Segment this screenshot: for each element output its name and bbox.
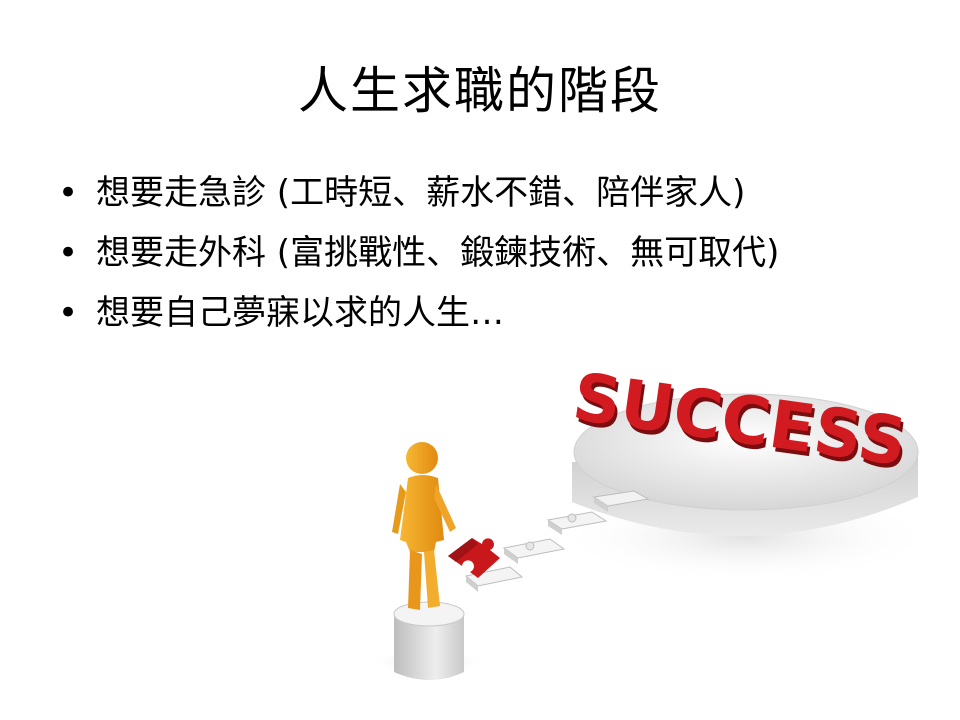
red-puzzle-piece	[448, 538, 500, 578]
bullet-list: • 想要走急診 (工時短、薪水不錯、陪伴家人) • 想要走外科 (富挑戰性、鍛鍊…	[58, 170, 908, 350]
bullet-text: 想要自己夢寐以求的人生…	[96, 293, 504, 333]
start-pedestal	[368, 601, 488, 680]
bullet-text: 想要走外科 (富挑戰性、鍛鍊技術、無可取代)	[96, 233, 780, 273]
bullet-item: • 想要走外科 (富挑戰性、鍛鍊技術、無可取代)	[58, 230, 908, 276]
orange-figure	[392, 442, 456, 610]
goal-platform	[556, 393, 932, 583]
puzzle-path	[464, 490, 650, 592]
bullet-marker: •	[58, 173, 79, 213]
bullet-text: 想要走急診 (工時短、薪水不錯、陪伴家人)	[96, 173, 746, 213]
success-illustration: SUCCESS SUCCESS	[368, 358, 932, 680]
bullet-item: • 想要自己夢寐以求的人生…	[58, 290, 908, 336]
bullet-item: • 想要走急診 (工時短、薪水不錯、陪伴家人)	[58, 170, 908, 216]
bullet-marker: •	[58, 233, 79, 273]
slide-title: 人生求職的階段	[298, 62, 662, 120]
bullet-marker: •	[58, 293, 79, 333]
